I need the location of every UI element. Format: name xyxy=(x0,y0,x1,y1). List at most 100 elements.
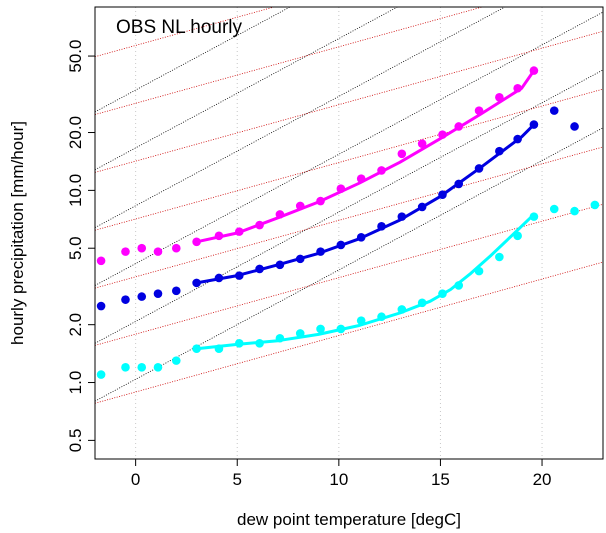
data-point-blue xyxy=(438,190,447,199)
y-tick-label: 20.0 xyxy=(66,116,85,149)
data-point-blue xyxy=(454,179,464,189)
fit-curves xyxy=(196,69,536,351)
y-axis-ticks: 0.5 1.0 2.0 5.0 10.0 20.0 50.0 xyxy=(66,40,95,453)
data-point-magenta xyxy=(356,174,366,184)
data-point-blue xyxy=(171,286,181,296)
data-point-magenta xyxy=(474,106,484,115)
data-point-blue xyxy=(214,273,224,283)
x-axis-ticks: 0 5 10 15 20 xyxy=(131,459,552,489)
data-point-cyan xyxy=(495,252,504,262)
data-point-blue xyxy=(275,260,285,270)
x-axis-title: dew point temperature [degC] xyxy=(237,510,461,529)
x-tick-label: 10 xyxy=(329,470,348,489)
data-point-magenta xyxy=(495,93,504,102)
data-point-cyan xyxy=(356,316,366,325)
data-point-blue xyxy=(513,134,522,144)
data-point-cyan xyxy=(474,266,484,276)
grid-lines xyxy=(135,7,543,459)
data-point-cyan xyxy=(316,324,325,334)
y-tick-label: 10.0 xyxy=(66,174,85,207)
y-tick-label: 2.0 xyxy=(66,313,85,337)
reference-line-7pct xyxy=(95,261,603,404)
data-point-blue xyxy=(397,212,407,221)
data-point-blue xyxy=(549,106,559,115)
reference-line-7pct xyxy=(95,30,603,173)
data-point-cyan xyxy=(96,370,106,379)
data-point-blue xyxy=(234,271,244,280)
series-fit-line-magenta xyxy=(196,69,536,244)
x-tick-label: 15 xyxy=(431,470,450,489)
data-point-magenta xyxy=(96,256,106,266)
data-point-blue xyxy=(336,240,346,250)
y-tick-label: 50.0 xyxy=(66,40,85,73)
reference-line-14pct xyxy=(95,127,603,402)
data-point-magenta xyxy=(275,210,285,219)
data-point-magenta xyxy=(336,184,346,194)
chart-title: OBS NL hourly xyxy=(116,17,243,38)
data-point-cyan xyxy=(454,281,464,290)
y-tick-label: 5.0 xyxy=(66,236,85,260)
data-point-cyan xyxy=(377,312,386,322)
data-point-cyan xyxy=(234,339,244,348)
data-point-cyan xyxy=(275,333,285,343)
x-tick-label: 0 xyxy=(131,470,140,489)
data-point-cyan xyxy=(397,305,407,314)
data-point-magenta xyxy=(397,149,407,159)
data-point-cyan xyxy=(590,200,600,210)
data-point-blue xyxy=(137,292,147,301)
data-point-cyan xyxy=(513,231,522,241)
data-point-blue xyxy=(153,289,163,298)
data-point-cyan xyxy=(336,324,346,334)
data-point-magenta xyxy=(513,83,522,93)
data-point-magenta xyxy=(137,243,147,253)
data-point-magenta xyxy=(171,243,181,253)
data-point-blue xyxy=(295,254,305,264)
data-point-magenta xyxy=(529,66,539,75)
data-point-magenta xyxy=(121,247,130,256)
y-axis-title: hourly precipitation [mm/hour] xyxy=(8,121,27,345)
data-point-cyan xyxy=(549,204,559,214)
data-point-blue xyxy=(417,202,427,212)
data-point-cyan xyxy=(192,344,201,353)
reference-line-14pct xyxy=(95,69,603,344)
data-point-cyan xyxy=(295,329,305,338)
data-point-cyan xyxy=(570,206,579,216)
data-point-blue xyxy=(316,247,325,256)
data-point-magenta xyxy=(316,196,325,206)
data-point-magenta xyxy=(454,122,464,131)
data-point-blue xyxy=(192,278,201,288)
data-point-blue xyxy=(529,120,539,129)
y-tick-label: 1.0 xyxy=(66,371,85,395)
reference-line-14pct xyxy=(95,7,506,228)
data-point-cyan xyxy=(121,363,130,372)
data-point-magenta xyxy=(214,231,224,241)
data-point-cyan xyxy=(153,363,163,372)
data-point-blue xyxy=(377,222,386,231)
reference-line-14pct xyxy=(95,11,603,286)
data-point-magenta xyxy=(255,220,264,230)
data-point-magenta xyxy=(295,201,305,211)
reference-line-7pct xyxy=(95,146,603,289)
data-point-magenta xyxy=(153,247,163,256)
reference-line-7pct xyxy=(95,7,276,58)
plot-frame xyxy=(94,6,604,460)
data-point-magenta xyxy=(234,227,244,236)
data-point-cyan xyxy=(529,212,539,221)
reference-line-14pct xyxy=(95,7,399,171)
data-point-magenta xyxy=(417,139,427,148)
series-fit-line-cyan xyxy=(196,213,535,351)
data-point-magenta xyxy=(377,166,386,175)
y-tick-label: 0.5 xyxy=(66,429,85,453)
data-point-blue xyxy=(570,122,579,131)
data-point-blue xyxy=(356,232,366,242)
data-point-magenta xyxy=(438,130,447,139)
data-point-cyan xyxy=(171,356,181,365)
reference-line-7pct xyxy=(95,88,603,231)
reference-line-7pct xyxy=(95,203,603,346)
data-point-blue xyxy=(255,264,264,274)
data-point-cyan xyxy=(417,298,427,308)
data-point-blue xyxy=(96,301,106,311)
data-point-cyan xyxy=(137,363,147,372)
data-point-magenta xyxy=(192,237,201,247)
